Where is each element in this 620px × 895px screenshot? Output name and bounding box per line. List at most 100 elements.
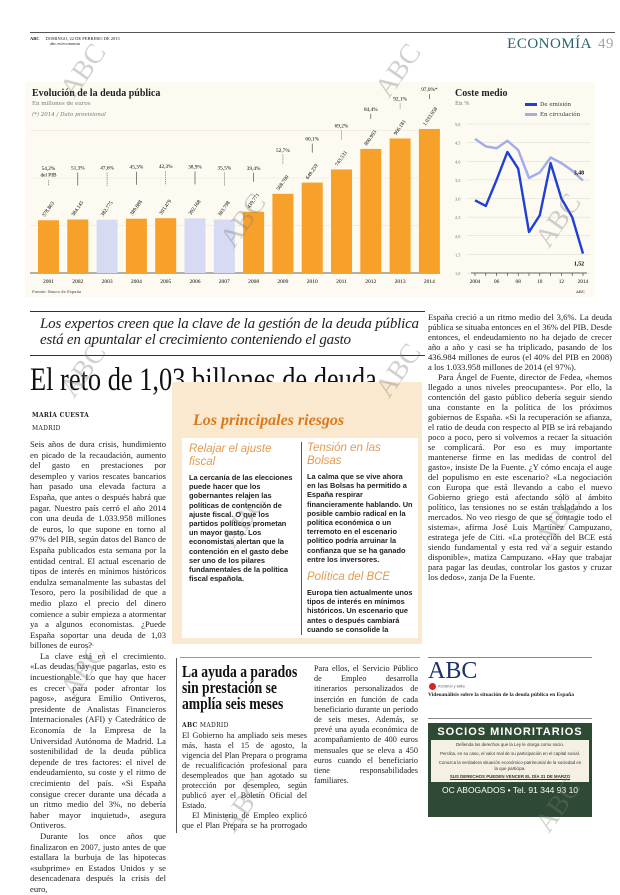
bar-2001 [38, 220, 59, 273]
ad-footer: OC ABOGADOS • Tel. 91 344 93 10 [441, 785, 579, 795]
pct-label: 54,2% [42, 166, 56, 172]
cost-line-chart: 1,0 1,5 2,0 2,5 3,0 3,5 4,0 4,5 5,0 2004 06 08 10 12 2… [455, 122, 590, 285]
x-tick-label: 08 [516, 279, 522, 285]
bar-2014 [418, 129, 440, 273]
y-tick-label: 5,0 [455, 122, 460, 128]
article-column-1: Seis años de dura crisis, hundimiento en… [30, 439, 166, 895]
promo-link[interactable]: Videoanálisis sobre la situación de la d… [428, 692, 574, 698]
masthead: ABC DOMINGO, 22 DE FEBRERO DE 2015 abc.es… [30, 36, 120, 46]
bar-2002 [67, 219, 89, 273]
value-label: 966.181 [393, 119, 408, 137]
deck-rule-top [30, 311, 425, 312]
cost-chart-legend: De emisión En circulación [525, 100, 580, 120]
y-tick-label: 2,5 [455, 215, 460, 221]
x-tick-label: 2009 [277, 279, 288, 285]
bar-2006 [184, 218, 206, 273]
header-rule [30, 32, 615, 33]
risks-columns: Relajar el ajuste fiscal La cercanía de … [189, 442, 413, 635]
risks-title: Los principales riesgos [193, 412, 345, 429]
x-tick-label: 2003 [102, 279, 113, 285]
risk-text: La cercanía de las elecciones puede hace… [189, 473, 293, 584]
ad-line: Conozca la verdadera situación económico… [438, 760, 582, 771]
pct-label: 42,3% [159, 164, 173, 170]
kiosko-badge: KIOSKO y MÁS [429, 683, 465, 690]
page-number: 49 [598, 36, 614, 52]
deck-rule-bottom [30, 355, 425, 356]
risks-inner [182, 438, 418, 638]
value-label: 1.033.958 [422, 106, 439, 127]
series-line-emision [474, 150, 585, 254]
pct-label: 97,0%* [421, 87, 438, 93]
paragraph: Seis años de dura crisis, hundimiento en… [30, 439, 166, 651]
value-label: 383.798 [217, 200, 232, 218]
article-place: MADRID [32, 425, 61, 432]
cost-chart-title: Coste medio [455, 88, 508, 99]
brief-byline-place: MADRID [199, 722, 229, 729]
ad-line: SUS DERECHOS PUEDEN VENCER EL DÍA 31 DE … [449, 774, 571, 779]
x-tick-label: 2001 [43, 279, 54, 285]
pct-label: 39,4% [247, 166, 261, 172]
bar-2008 [243, 211, 265, 273]
abc-logo: ABC [428, 658, 478, 684]
article-author: MARÍA CUESTA [32, 412, 90, 419]
section-header: ECONOMÍA 49 [507, 36, 614, 53]
risk-text: Europa tien actualmente unos tipos de in… [307, 588, 413, 634]
value-label: 743.531 [334, 150, 349, 168]
legend-item-circulacion: En circulación [525, 110, 580, 120]
paragraph: Para Ángel de Fuente, director de Fedea,… [428, 372, 612, 582]
section-name: ECONOMÍA [507, 36, 592, 52]
value-label: 392.168 [188, 199, 203, 217]
x-tick-label: 2004 [470, 279, 481, 285]
brief-column-2: Para ellos, el Servicio Público de Emple… [314, 664, 418, 786]
value-label: 389.888 [129, 199, 144, 217]
x-tick-label: 2010 [307, 279, 318, 285]
debt-chart-title: Evolución de la deuda pública [32, 88, 161, 99]
value-label: 384.145 [71, 200, 86, 218]
brief-headline: La ayuda a parados sin prestación se amp… [182, 662, 298, 713]
bar-2010 [301, 182, 323, 273]
pct-label: 84,4% [364, 107, 378, 113]
debt-chart-note: (*) 2014 / Dato provisional [32, 112, 106, 118]
legend-item-emision: De emisión [525, 100, 580, 110]
ad-rule [428, 718, 592, 719]
end-label: 3,48 [574, 171, 584, 177]
y-tick-label: 3,0 [455, 197, 460, 203]
pct-label: 60,1% [305, 137, 319, 143]
pct-suffix: del PIB [40, 173, 57, 179]
value-label: 439.771 [246, 192, 261, 210]
pct-label: 38,9% [188, 164, 202, 170]
socios-ad[interactable]: SOCIOS MINORITARIOS Defienda los derecho… [428, 723, 592, 817]
pct-label: 45,3% [130, 165, 144, 171]
y-tick-label: 4,0 [455, 159, 460, 165]
promo-rule [428, 657, 592, 658]
x-tick-label: 2011 [336, 279, 347, 285]
brief-rule [180, 657, 420, 658]
paragraph: Durante los once años que finalizaron en… [30, 830, 166, 894]
x-tick-label: 12 [559, 279, 565, 285]
cost-chart-credit: ABC [576, 289, 585, 294]
x-tick-label: 2004 [131, 279, 142, 285]
brief-byline-org: ABC [182, 722, 198, 729]
x-tick-label: 2008 [248, 279, 259, 285]
bar-2009 [272, 193, 294, 273]
x-tick-label: 2007 [219, 279, 230, 285]
pct-label: 92,1% [393, 96, 407, 102]
ad-line: Defienda los derechos que la Ley le otor… [455, 742, 565, 747]
paper-name: ABC [30, 36, 40, 41]
value-label: 393.479 [158, 199, 173, 217]
pct-label: 47,6% [100, 166, 114, 172]
bar-2003 [96, 219, 118, 273]
y-tick-label: 1,0 [455, 271, 460, 277]
x-tick-label: 06 [494, 279, 500, 285]
y-tick-label: 4,5 [455, 141, 460, 147]
y-tick-label: 3,5 [455, 178, 460, 184]
y-tick-label: 2,0 [455, 234, 460, 240]
bar-2005 [155, 218, 177, 273]
bar-2011 [331, 169, 352, 273]
cost-chart-ylabel: En % [455, 101, 470, 107]
risk-heading: Política del BCE [307, 571, 391, 584]
y-tick-label: 1,5 [455, 252, 460, 258]
x-tick-label: 10 [537, 279, 543, 285]
value-label: 890.993 [364, 129, 379, 147]
x-tick-label: 2014 [424, 279, 435, 285]
